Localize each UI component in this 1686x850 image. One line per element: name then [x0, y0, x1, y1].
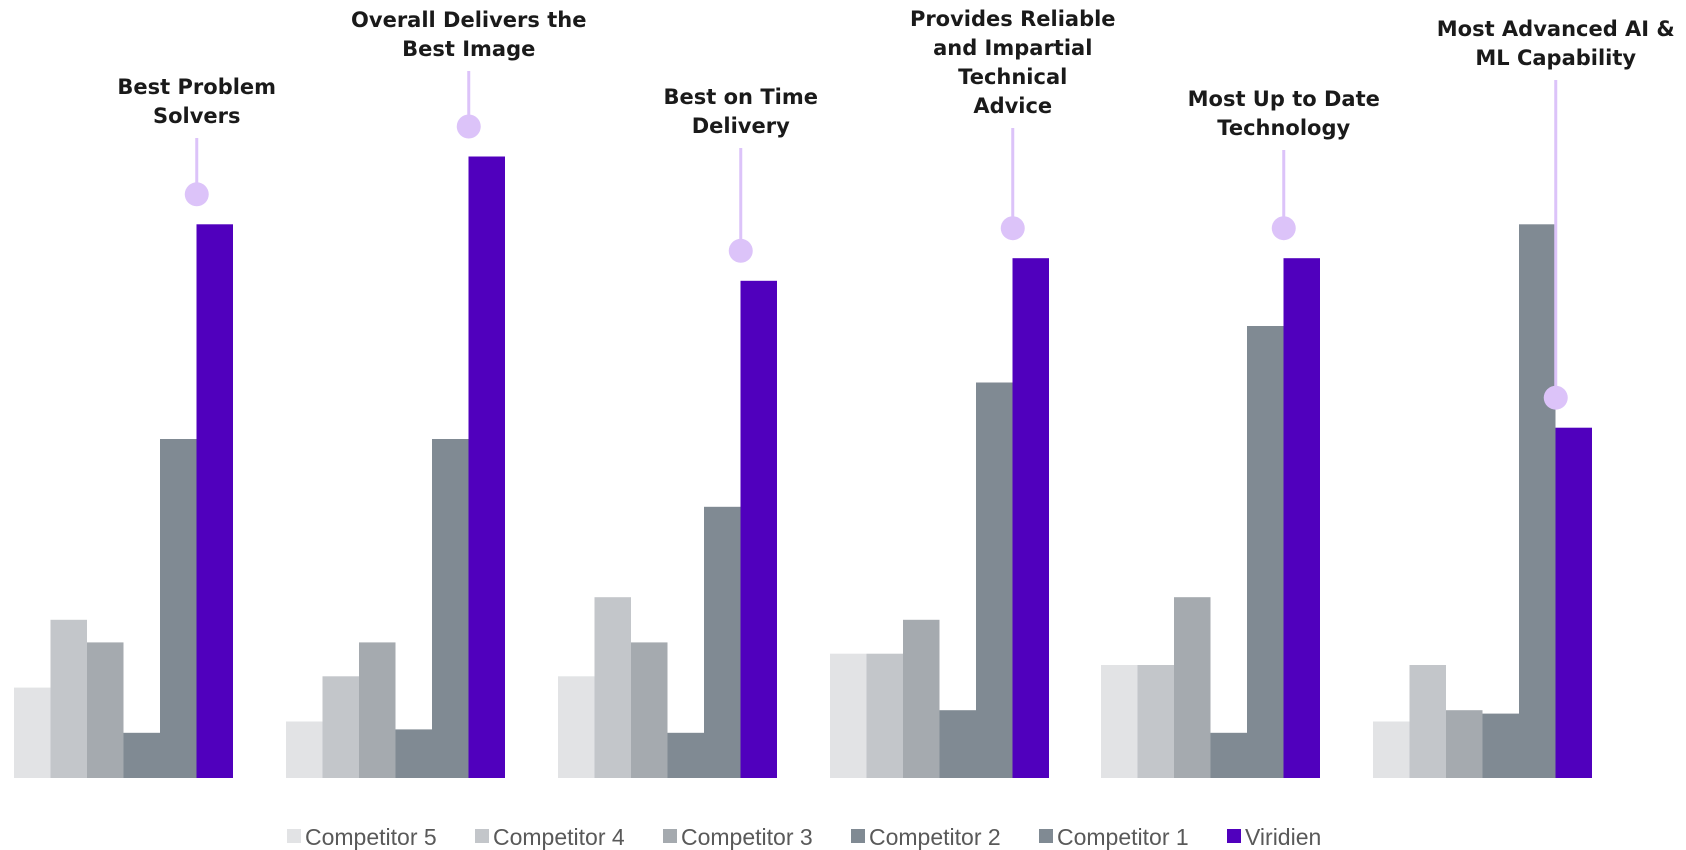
- bar-competitor-3-4: [903, 619, 940, 778]
- bar-competitor-3-1: [87, 642, 124, 778]
- legend-swatch-competitor-3: [663, 829, 677, 843]
- legend-label-competitor-1: Competitor 1: [1057, 824, 1189, 850]
- bar-viridien-3: [740, 280, 777, 778]
- bar-viridien-4: [1012, 258, 1049, 778]
- category-label-2: Overall Delivers the Best Image: [351, 8, 586, 61]
- legend-swatch-competitor-4: [475, 829, 489, 843]
- legend-item-viridien: Viridien: [1227, 824, 1321, 850]
- bar-competitor-5-5: [1101, 665, 1138, 778]
- category-label-4: Provides Reliable and Impartial Technical A…: [910, 7, 1116, 118]
- bar-competitor-3-6: [1446, 710, 1483, 778]
- marker-dot-3: [728, 238, 753, 263]
- bar-competitor-3-3: [631, 642, 668, 778]
- highlight-markers-layer: [184, 71, 1568, 410]
- bar-competitor-1-3: [704, 506, 741, 778]
- bar-competitor-2-1: [123, 732, 160, 778]
- bar-competitor-5-3: [558, 676, 595, 778]
- bar-competitor-3-5: [1174, 597, 1211, 778]
- bar-viridien-1: [196, 224, 233, 779]
- legend-label-competitor-2: Competitor 2: [869, 824, 1001, 850]
- bar-competitor-4-5: [1137, 665, 1174, 778]
- legend: Competitor 5 Competitor 4 Competitor 3 Comp…: [287, 824, 1321, 850]
- legend-label-competitor-5: Competitor 5: [305, 824, 437, 850]
- legend-label-competitor-3: Competitor 3: [681, 824, 813, 850]
- bar-competitor-1-6: [1519, 224, 1556, 779]
- legend-item-competitor-5: Competitor 5: [287, 824, 437, 850]
- bar-competitor-1-2: [432, 439, 469, 778]
- marker-dot-2: [456, 114, 481, 139]
- bar-competitor-4-6: [1409, 665, 1446, 778]
- category-label-5: Most Up to Date Technology: [1188, 87, 1380, 140]
- bar-competitor-3-2: [359, 642, 396, 778]
- category-label-6: Most Advanced AI & ML Capability: [1437, 17, 1675, 70]
- bar-competitor-4-2: [322, 676, 359, 778]
- bar-competitor-2-4: [939, 710, 976, 778]
- bar-competitor-1-1: [160, 439, 197, 778]
- legend-item-competitor-1: Competitor 1: [1039, 824, 1189, 850]
- marker-dot-1: [184, 182, 209, 207]
- legend-swatch-competitor-2: [851, 829, 865, 843]
- category-labels-layer: Best Problem Solvers Overall Delivers the B…: [117, 7, 1674, 140]
- bar-competitor-2-2: [395, 729, 432, 778]
- legend-swatch-competitor-1: [1039, 829, 1053, 843]
- bar-competitor-5-2: [286, 721, 323, 778]
- bar-competitor-4-1: [50, 619, 87, 778]
- legend-label-viridien: Viridien: [1245, 824, 1321, 850]
- legend-swatch-competitor-5: [287, 829, 301, 843]
- bar-competitor-5-6: [1373, 721, 1410, 778]
- bar-competitor-4-4: [866, 653, 903, 778]
- bar-viridien-5: [1283, 258, 1320, 778]
- category-label-3: Best on Time Delivery: [664, 85, 818, 138]
- bar-competitor-2-5: [1210, 732, 1247, 778]
- legend-label-competitor-4: Competitor 4: [493, 824, 625, 850]
- bar-competitor-5-1: [14, 687, 51, 778]
- marker-dot-6: [1543, 385, 1568, 410]
- bar-viridien-2: [468, 156, 505, 778]
- bars-layer: [14, 156, 1592, 779]
- legend-swatch-viridien: [1227, 829, 1241, 843]
- bar-competitor-4-3: [594, 597, 631, 778]
- bar-competitor-1-4: [976, 382, 1013, 778]
- legend-item-competitor-4: Competitor 4: [475, 824, 625, 850]
- bar-competitor-5-4: [830, 653, 867, 778]
- marker-dot-5: [1271, 216, 1296, 241]
- bar-competitor-1-5: [1247, 326, 1284, 778]
- marker-dot-4: [1000, 216, 1025, 241]
- bar-competitor-2-3: [667, 732, 704, 778]
- category-label-1: Best Problem Solvers: [117, 75, 276, 128]
- bar-viridien-6: [1555, 427, 1592, 778]
- legend-item-competitor-2: Competitor 2: [851, 824, 1001, 850]
- legend-item-competitor-3: Competitor 3: [663, 824, 813, 850]
- bar-competitor-2-6: [1482, 713, 1519, 778]
